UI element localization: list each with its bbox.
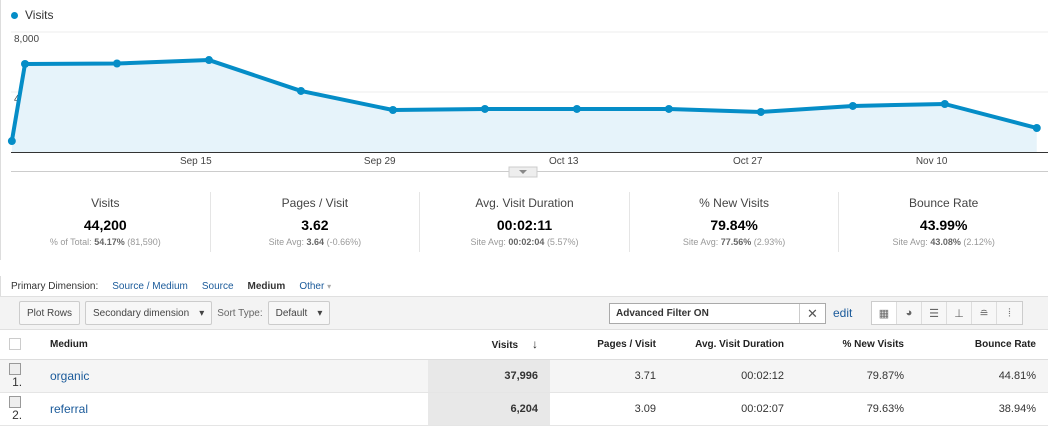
- table-row: 1. organic 37,996 3.71 00:02:12 79.87% 4…: [0, 359, 1048, 393]
- medium-link[interactable]: organic: [50, 368, 90, 383]
- scorecard-sub: Site Avg: 77.56% (2.93%): [682, 237, 786, 247]
- data-point: [388, 106, 397, 114]
- scorecard-duration[interactable]: Avg. Visit Duration 00:02:11 Site Avg: 00:…: [420, 192, 630, 252]
- row-number: 2.: [12, 407, 23, 422]
- cell-pages-visit: 3.71: [550, 359, 668, 393]
- data-point: [112, 59, 121, 68]
- data-point: [664, 104, 673, 113]
- x-tick-label: Nov 10: [916, 156, 948, 167]
- dimension-source-medium[interactable]: Source / Medium: [112, 280, 188, 292]
- header-visits[interactable]: Visits ↓: [428, 330, 550, 360]
- legend-label: Visits: [25, 8, 54, 22]
- edit-filter-link[interactable]: edit: [833, 306, 853, 320]
- header-duration[interactable]: Avg. Visit Duration: [668, 330, 796, 360]
- scorecard-new-visits[interactable]: % New Visits 79.84% Site Avg: 77.56% (2.93…: [630, 192, 840, 252]
- primary-dimension-bar: Primary Dimension: Source / Medium Sourc…: [0, 276, 1048, 296]
- scorecard-title: Pages / Visit: [281, 196, 349, 210]
- data-point: [7, 137, 16, 146]
- x-tick-label: Oct 13: [549, 156, 579, 167]
- data-point: [21, 59, 29, 68]
- performance-view-icon[interactable]: ☰: [922, 302, 947, 324]
- sort-type-label: Sort Type:: [217, 307, 263, 319]
- cell-new-visits: 79.63%: [796, 392, 916, 426]
- chart-legend: Visits: [11, 8, 53, 22]
- scorecards: Visits 44,200% of Total: 54.17% (81,590) …: [0, 180, 1048, 260]
- chevron-down-icon: ▾: [317, 307, 323, 319]
- data-point: [848, 101, 857, 110]
- dimension-source[interactable]: Source: [201, 280, 234, 292]
- row-checkbox[interactable]: [9, 395, 21, 408]
- cell-duration: 00:02:12: [668, 359, 796, 393]
- cell-visits: 6,204: [428, 392, 550, 426]
- scorecard-value: 43.99%: [919, 217, 968, 233]
- advanced-filter-input[interactable]: Advanced Filter ON ✕: [609, 303, 826, 324]
- cell-bounce-rate: 44.81%: [916, 359, 1048, 393]
- cell-duration: 00:02:07: [668, 392, 796, 426]
- select-all-checkbox[interactable]: [9, 338, 21, 351]
- chevron-down-icon: ▾: [327, 281, 332, 291]
- header-bounce-rate[interactable]: Bounce Rate: [916, 330, 1048, 360]
- scorecard-title: Bounce Rate: [908, 196, 979, 210]
- data-point: [204, 56, 213, 65]
- chevron-down-icon: [519, 170, 527, 174]
- scorecard-pages-visit[interactable]: Pages / Visit 3.62 Site Avg: 3.64 (-0.66%): [211, 192, 421, 252]
- pie-view-icon[interactable]: ◕: [897, 302, 922, 324]
- row-number: 1.: [12, 374, 23, 389]
- y-tick-label: 8,000: [14, 34, 39, 45]
- header-new-visits[interactable]: % New Visits: [796, 330, 916, 360]
- sort-type-dropdown[interactable]: Default ▾: [267, 301, 331, 325]
- x-tick-label: Sep 29: [364, 156, 396, 167]
- scorecard-value: 79.84%: [710, 217, 758, 233]
- term-cloud-icon[interactable]: ≘: [972, 302, 997, 324]
- data-point: [756, 107, 765, 116]
- scorecard-sub: Site Avg: 43.08% (2.12%): [892, 237, 995, 247]
- table-view-icon[interactable]: ▦: [872, 302, 897, 324]
- scorecard-value: 00:02:11: [496, 217, 553, 233]
- cell-bounce-rate: 38.94%: [916, 392, 1048, 426]
- data-point: [572, 104, 581, 113]
- data-point: [296, 86, 305, 95]
- cell-pages-visit: 3.09: [550, 392, 668, 426]
- header-pages-visit[interactable]: Pages / Visit: [550, 330, 668, 360]
- table-row: 2. referral 6,204 3.09 00:02:07 79.63% 3…: [0, 392, 1048, 426]
- cell-visits: 37,996: [428, 359, 550, 393]
- pivot-view-icon[interactable]: ⦙: [1008, 306, 1011, 319]
- data-point: [480, 104, 489, 113]
- cell-new-visits: 79.87%: [796, 359, 916, 393]
- dimension-other[interactable]: Other ▾: [299, 280, 332, 292]
- scorecard-visits[interactable]: Visits 44,200 % of Total: 54.17% (81,590): [1, 192, 211, 252]
- chevron-down-icon: ▾: [199, 307, 205, 319]
- series-area: [11, 60, 1037, 152]
- x-tick-label: Sep 15: [180, 156, 212, 167]
- comparison-view-icon[interactable]: ⊥: [947, 302, 972, 324]
- scorecard-bounce-rate[interactable]: Bounce Rate 43.99% Site Avg: 43.08% (2.12%…: [839, 192, 1048, 252]
- plot-rows-button[interactable]: Plot Rows: [19, 301, 81, 325]
- secondary-dimension-dropdown[interactable]: Secondary dimension ▾: [85, 301, 213, 325]
- data-table: Medium Visits ↓ Pages / Visit Avg. Visit…: [0, 330, 1048, 426]
- legend-dot-icon: [11, 11, 18, 19]
- table-header: Medium Visits ↓ Pages / Visit Avg. Visit…: [0, 330, 1048, 360]
- scorecard-sub: Site Avg: 3.64 (-0.66%): [268, 237, 362, 247]
- scorecard-title: Visits: [91, 196, 120, 210]
- scorecard-sub: Site Avg: 00:02:04 (5.57%): [470, 237, 579, 247]
- clear-filter-icon[interactable]: ✕: [799, 304, 825, 323]
- dimension-medium[interactable]: Medium: [247, 280, 286, 292]
- header-medium[interactable]: Medium: [50, 330, 428, 360]
- scorecard-value: 44,200: [83, 217, 127, 233]
- scorecard-value: 3.62: [301, 217, 329, 233]
- scorecard-title: Avg. Visit Duration: [475, 196, 574, 210]
- data-point: [940, 100, 949, 108]
- sort-arrow-down-icon: ↓: [532, 337, 538, 352]
- x-tick-label: Oct 27: [733, 156, 763, 167]
- primary-dimension-label: Primary Dimension:: [11, 280, 99, 292]
- row-checkbox[interactable]: [9, 362, 21, 375]
- scorecard-title: % New Visits: [699, 196, 769, 210]
- scorecard-sub: % of Total: 54.17% (81,590): [49, 237, 161, 247]
- medium-link[interactable]: referral: [50, 401, 89, 416]
- view-switcher: ▦ ◕ ☰ ⊥ ≘ ⦙: [871, 301, 1023, 325]
- data-point: [1032, 124, 1041, 132]
